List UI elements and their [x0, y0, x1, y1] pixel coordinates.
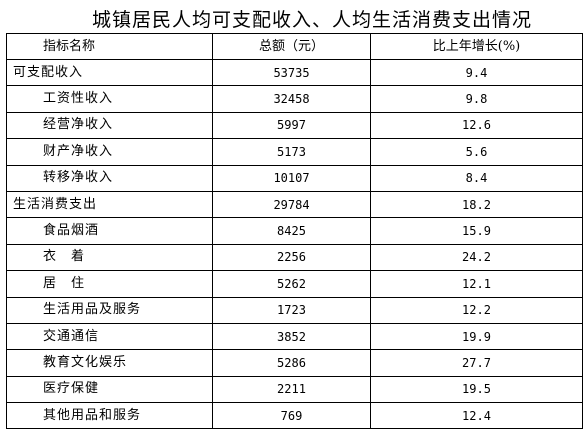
page-title: 城镇居民人均可支配收入、人均生活消费支出情况: [92, 9, 533, 31]
growth-rate: 12.1: [370, 270, 583, 298]
growth-rate: 9.4: [370, 58, 583, 87]
table-row: 教育文化娱乐 5286 27.7: [6, 349, 583, 377]
total-amount: 8425: [212, 217, 371, 245]
indicator-name: 生活消费支出: [6, 190, 213, 219]
growth-rate: 8.4: [370, 164, 583, 192]
indicator-name: 教育文化娱乐: [6, 349, 213, 377]
indicator-name: 其他用品和服务: [6, 402, 213, 430]
total-amount: 32458: [212, 85, 371, 113]
indicator-name: 财产净收入: [6, 138, 213, 166]
growth-rate: 19.9: [370, 322, 583, 351]
indicator-name: 工资性收入: [6, 85, 213, 113]
indicator-name: 经营净收入: [6, 111, 213, 140]
header-total-amount: 总额（元）: [212, 33, 371, 60]
growth-rate: 24.2: [370, 243, 583, 272]
indicator-name: 衣 着: [6, 243, 213, 272]
indicator-name: 交通通信: [6, 322, 213, 351]
growth-rate: 27.7: [370, 349, 583, 377]
total-amount: 1723: [212, 296, 371, 324]
table-row: 生活用品及服务 1723 12.2: [6, 296, 583, 324]
growth-rate: 19.5: [370, 375, 583, 404]
table-row: 工资性收入 32458 9.8: [6, 85, 583, 113]
growth-rate: 18.2: [370, 190, 583, 219]
table-body: 可支配收入 53735 9.4 工资性收入 32458 9.8 经营净收入 59…: [6, 58, 583, 430]
growth-rate: 9.8: [370, 85, 583, 113]
table-row: 生活消费支出 29784 18.2: [6, 190, 583, 219]
table-row: 转移净收入 10107 8.4: [6, 164, 583, 192]
indicator-name: 转移净收入: [6, 164, 213, 192]
growth-rate: 12.6: [370, 111, 583, 140]
total-amount: 3852: [212, 322, 371, 351]
table-row: 财产净收入 5173 5.6: [6, 138, 583, 166]
table-row: 食品烟酒 8425 15.9: [6, 217, 583, 245]
table-row: 其他用品和服务 769 12.4: [6, 402, 583, 430]
total-amount: 769: [212, 402, 371, 430]
table-row: 交通通信 3852 19.9: [6, 322, 583, 351]
growth-rate: 5.6: [370, 138, 583, 166]
table-header: 指标名称 总额（元） 比上年增长(%): [6, 33, 583, 60]
growth-rate: 12.2: [370, 296, 583, 324]
indicator-name: 食品烟酒: [6, 217, 213, 245]
total-amount: 29784: [212, 190, 371, 219]
header-growth-rate: 比上年增长(%): [370, 33, 583, 60]
total-amount: 2256: [212, 243, 371, 272]
income-expenditure-table: 指标名称 总额（元） 比上年增长(%) 可支配收入 53735 9.4 工资性收…: [6, 33, 583, 430]
indicator-name: 生活用品及服务: [6, 296, 213, 324]
table-row: 经营净收入 5997 12.6: [6, 111, 583, 140]
indicator-name: 可支配收入: [6, 58, 213, 87]
total-amount: 2211: [212, 375, 371, 404]
indicator-name: 医疗保健: [6, 375, 213, 404]
total-amount: 5173: [212, 138, 371, 166]
table-row: 衣 着 2256 24.2: [6, 243, 583, 272]
header-indicator-name: 指标名称: [6, 33, 213, 60]
header-row: 指标名称 总额（元） 比上年增长(%): [6, 33, 583, 60]
table-row: 居 住 5262 12.1: [6, 270, 583, 298]
total-amount: 5262: [212, 270, 371, 298]
total-amount: 10107: [212, 164, 371, 192]
total-amount: 5997: [212, 111, 371, 140]
table-row: 可支配收入 53735 9.4: [6, 58, 583, 87]
indicator-name: 居 住: [6, 270, 213, 298]
total-amount: 53735: [212, 58, 371, 87]
growth-rate: 15.9: [370, 217, 583, 245]
table-row: 医疗保健 2211 19.5: [6, 375, 583, 404]
growth-rate: 12.4: [370, 402, 583, 430]
total-amount: 5286: [212, 349, 371, 377]
